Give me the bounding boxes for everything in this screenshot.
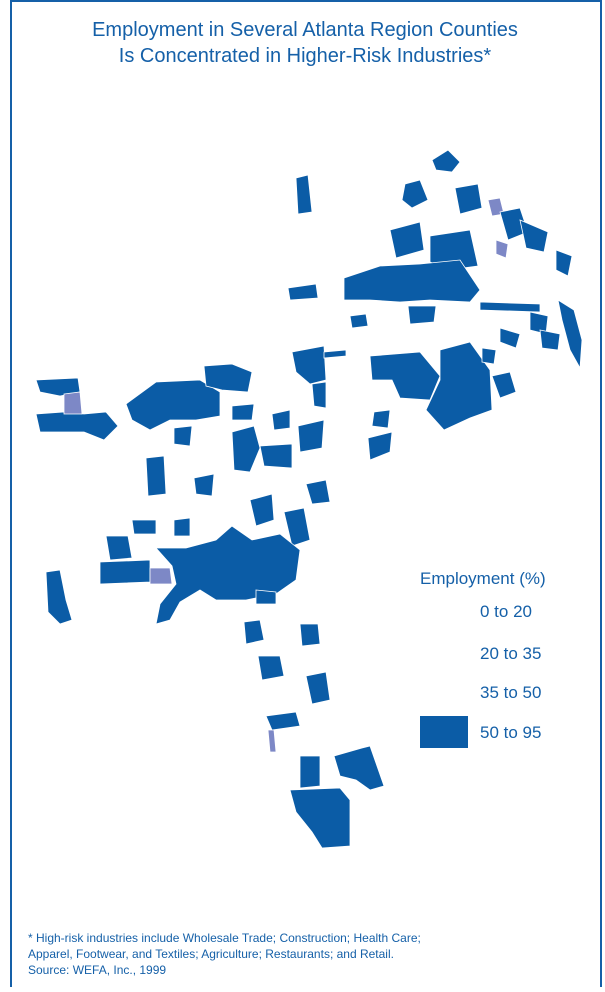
- county: [299, 755, 321, 789]
- county: [265, 711, 301, 731]
- county: [125, 379, 221, 431]
- footnote-line: Source: WEFA, Inc., 1999: [28, 963, 166, 977]
- county: [311, 381, 327, 409]
- legend-label: 50 to 95: [480, 723, 541, 742]
- county: [323, 349, 347, 359]
- legend: Employment (%) 0 to 20 20 to 35 35 to 50…: [420, 569, 546, 748]
- frame: [10, 0, 602, 992]
- county: [425, 341, 493, 431]
- county: [367, 431, 393, 461]
- county: [481, 347, 497, 365]
- county: [271, 409, 291, 431]
- county: [257, 655, 285, 681]
- legend-label: 20 to 35: [480, 644, 541, 663]
- county: [371, 409, 391, 429]
- county: [287, 283, 319, 301]
- legend-title: Employment (%): [420, 569, 546, 588]
- county: [479, 301, 541, 313]
- county: [231, 425, 261, 473]
- legend-label: 0 to 20: [480, 602, 532, 621]
- legend-swatch: [420, 634, 468, 664]
- legend-swatch: [420, 674, 468, 704]
- footnote-line: * High-risk industries include Wholesale…: [28, 931, 421, 945]
- county: [349, 313, 369, 329]
- county: [295, 174, 313, 215]
- county: [401, 179, 429, 209]
- legend-swatch: [420, 594, 468, 624]
- county: [155, 525, 301, 625]
- county: [249, 493, 275, 527]
- county: [389, 221, 425, 259]
- county: [45, 569, 73, 625]
- county: [555, 249, 573, 277]
- county: [63, 391, 83, 415]
- county: [369, 351, 441, 401]
- county: [333, 745, 385, 791]
- county: [557, 299, 583, 370]
- title-line: Employment in Several Atlanta Region Cou…: [92, 19, 518, 41]
- legend-swatch: [420, 716, 468, 748]
- county: [495, 239, 509, 259]
- county: [131, 519, 157, 535]
- county: [173, 517, 191, 537]
- title-line: Is Concentrated in Higher-Risk Industrie…: [119, 45, 492, 67]
- county: [305, 479, 331, 505]
- legend-label: 35 to 50: [480, 683, 541, 702]
- county: [299, 623, 321, 647]
- county: [283, 507, 311, 547]
- county: [243, 619, 265, 645]
- county: [539, 329, 561, 351]
- county: [105, 535, 133, 561]
- county: [431, 149, 461, 173]
- county: [343, 259, 481, 303]
- county: [519, 219, 549, 253]
- county: [291, 345, 327, 385]
- county: [193, 473, 215, 497]
- county: [267, 729, 277, 753]
- county: [289, 787, 351, 849]
- county: [173, 425, 193, 447]
- county: [297, 419, 325, 453]
- county: [305, 671, 331, 705]
- county: [255, 589, 277, 605]
- county: [407, 305, 437, 325]
- county: [259, 443, 293, 469]
- county: [231, 403, 255, 421]
- county: [499, 327, 521, 349]
- county-map: [35, 149, 583, 849]
- county: [99, 559, 151, 585]
- county: [491, 371, 517, 399]
- county: [203, 363, 253, 393]
- county: [145, 455, 167, 497]
- county: [35, 411, 119, 441]
- footnote-line: Apparel, Footwear, and Textiles; Agricul…: [28, 947, 394, 961]
- county: [454, 183, 483, 215]
- county: [149, 567, 173, 585]
